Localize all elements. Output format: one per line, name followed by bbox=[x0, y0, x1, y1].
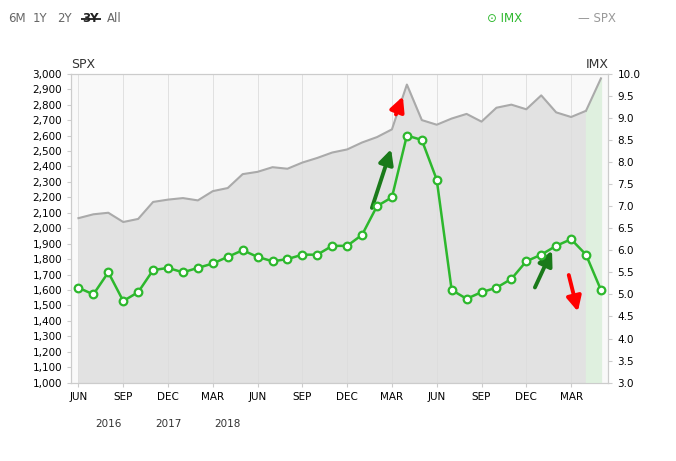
Text: 6M: 6M bbox=[8, 12, 26, 24]
Text: 3Y: 3Y bbox=[82, 12, 99, 24]
Text: 2016: 2016 bbox=[95, 419, 122, 429]
Text: 2018: 2018 bbox=[214, 419, 241, 429]
Text: — SPX: — SPX bbox=[578, 12, 616, 24]
Text: 2Y: 2Y bbox=[57, 12, 72, 24]
Text: SPX: SPX bbox=[71, 59, 95, 71]
Text: 1Y: 1Y bbox=[32, 12, 47, 24]
Text: All: All bbox=[107, 12, 122, 24]
Text: ⊙ IMX: ⊙ IMX bbox=[487, 12, 522, 24]
Text: IMX: IMX bbox=[585, 59, 608, 71]
Text: 2017: 2017 bbox=[155, 419, 181, 429]
